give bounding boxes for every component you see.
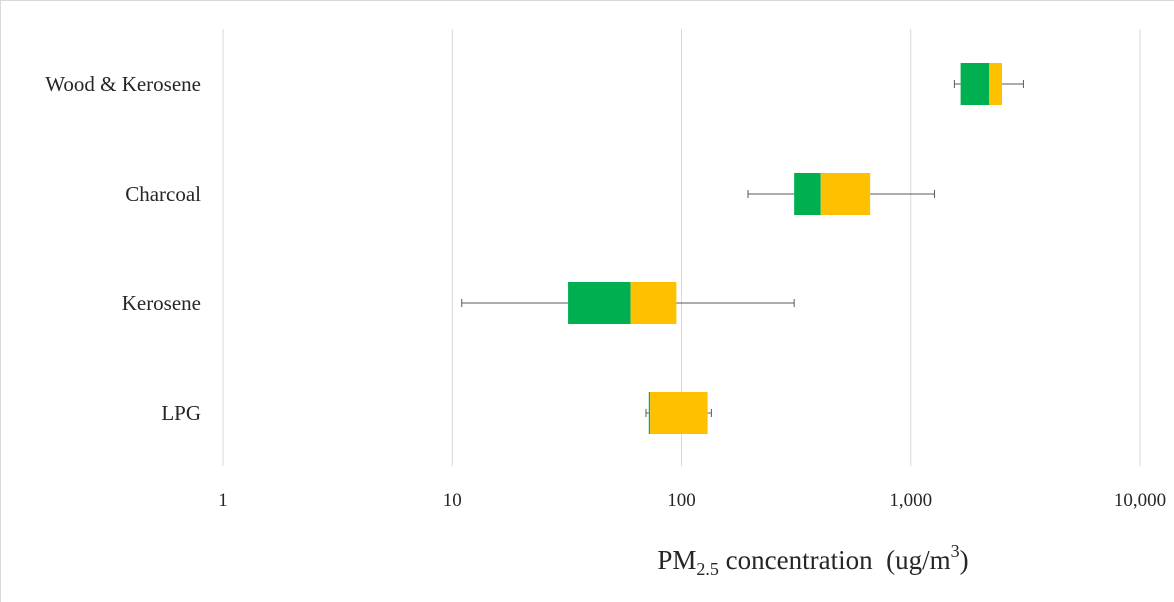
- category-labels: Wood & Kerosene Charcoal Kerosene LPG: [45, 72, 201, 425]
- x-axis-ticks: 1 10 100 1,000 10,000: [218, 490, 1166, 511]
- x-tick-label: 1: [218, 490, 228, 511]
- category-label: Kerosene: [122, 291, 201, 315]
- x-axis-title-suffix: ): [960, 545, 969, 575]
- box-3: [645, 392, 712, 434]
- upper-box: [650, 392, 708, 434]
- box-1: [747, 173, 936, 215]
- upper-box: [630, 282, 677, 324]
- x-tick-label: 100: [667, 490, 696, 511]
- category-label: LPG: [161, 401, 201, 425]
- x-axis-title-prefix: PM: [657, 545, 696, 575]
- category-label: Wood & Kerosene: [45, 72, 201, 96]
- lower-box: [960, 63, 990, 105]
- x-axis-title-subscript: 2.5: [696, 559, 719, 579]
- lower-box: [794, 173, 821, 215]
- category-label: Charcoal: [125, 182, 201, 206]
- x-tick-label: 1,000: [889, 490, 932, 511]
- x-axis-title-middle: concentration (ug/m: [719, 545, 951, 575]
- lower-box: [648, 392, 651, 434]
- upper-box: [820, 173, 871, 215]
- x-tick-label: 10: [443, 490, 462, 511]
- boxes: [461, 63, 1024, 434]
- x-axis-title: PM2.5 concentration (ug/m3): [657, 541, 968, 579]
- x-tick-label: 10,000: [1114, 490, 1166, 511]
- box-2: [461, 282, 795, 324]
- gridlines: [222, 29, 1141, 466]
- upper-box: [989, 63, 1002, 105]
- x-axis-title-superscript: 3: [951, 541, 960, 561]
- lower-box: [568, 282, 631, 324]
- box-0: [953, 63, 1024, 105]
